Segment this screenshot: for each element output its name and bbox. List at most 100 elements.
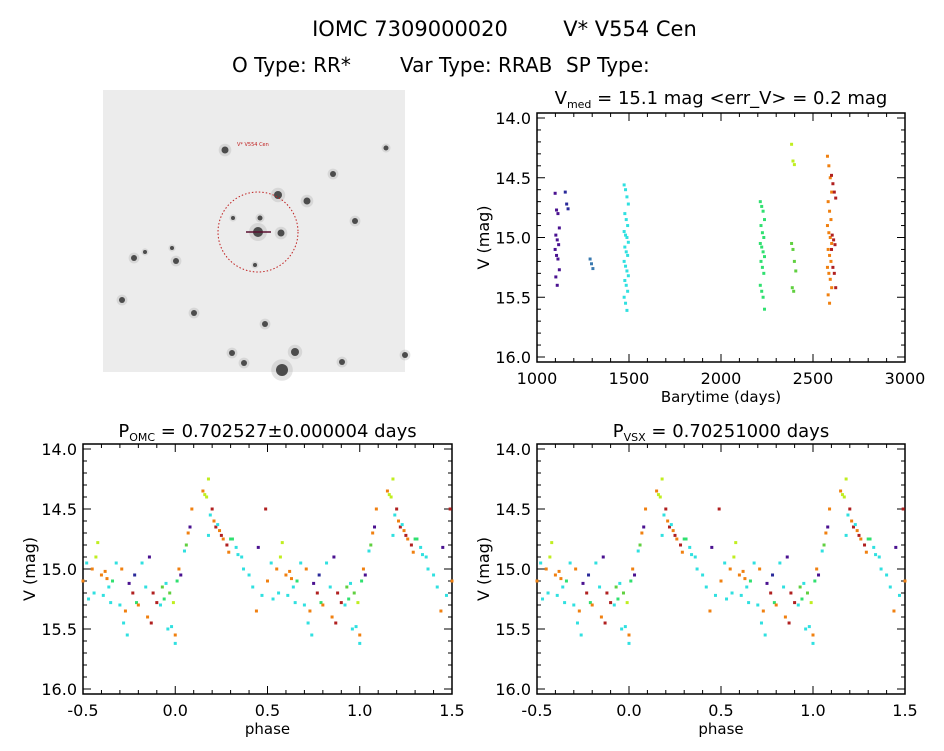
data-point bbox=[400, 523, 404, 527]
data-point bbox=[717, 507, 721, 511]
data-point bbox=[673, 533, 677, 537]
data-point bbox=[747, 601, 751, 605]
data-point bbox=[184, 543, 188, 547]
plot-frame bbox=[536, 112, 906, 363]
data-point bbox=[321, 603, 325, 607]
data-point bbox=[826, 293, 830, 297]
data-point bbox=[81, 579, 85, 583]
data-point bbox=[662, 513, 666, 517]
data-point bbox=[792, 289, 796, 293]
data-point bbox=[761, 209, 765, 213]
data-point bbox=[568, 561, 572, 565]
data-point bbox=[105, 577, 109, 581]
data-point bbox=[624, 250, 628, 254]
star bbox=[257, 215, 263, 221]
y-tick-label: 15.0 bbox=[41, 560, 77, 579]
data-point bbox=[794, 269, 798, 273]
data-point bbox=[101, 593, 105, 597]
data-point bbox=[660, 533, 664, 537]
star bbox=[131, 255, 137, 261]
data-point bbox=[563, 601, 567, 605]
data-point bbox=[269, 561, 273, 565]
data-point bbox=[644, 507, 648, 511]
data-point bbox=[450, 579, 454, 583]
data-point bbox=[173, 633, 177, 637]
x-tick-label: 1.5 bbox=[439, 701, 464, 720]
y-axis-label: V (mag) bbox=[474, 205, 493, 269]
data-point bbox=[591, 267, 595, 271]
data-point bbox=[759, 224, 763, 228]
data-point bbox=[166, 627, 170, 631]
data-point bbox=[389, 495, 393, 499]
plot-title: POMC = 0.702527±0.000004 days bbox=[118, 421, 416, 444]
star-halo bbox=[255, 213, 265, 223]
data-point bbox=[286, 593, 290, 597]
data-point bbox=[830, 233, 834, 237]
data-point bbox=[811, 641, 815, 645]
data-point bbox=[627, 641, 631, 645]
data-point bbox=[760, 204, 764, 208]
star bbox=[383, 145, 389, 151]
star-halo bbox=[274, 226, 288, 240]
star bbox=[143, 250, 147, 254]
data-point bbox=[168, 591, 172, 595]
data-point bbox=[760, 245, 764, 249]
title-main: V bbox=[555, 88, 568, 109]
star bbox=[291, 348, 299, 356]
data-point bbox=[210, 507, 214, 511]
star bbox=[262, 321, 268, 327]
data-point bbox=[118, 603, 122, 607]
data-point bbox=[660, 477, 664, 481]
star bbox=[339, 359, 345, 365]
data-point bbox=[790, 286, 794, 290]
data-point bbox=[575, 621, 579, 625]
data-point bbox=[828, 253, 832, 257]
y-tick-label: 15.5 bbox=[495, 620, 531, 639]
data-point bbox=[708, 609, 712, 613]
data-point bbox=[629, 579, 633, 583]
data-point bbox=[260, 593, 264, 597]
data-point bbox=[830, 286, 834, 290]
phase-plot-omc: POMC = 0.702527±0.000004 days -0.5 0.0 0.5 1… bbox=[20, 421, 465, 738]
data-point bbox=[288, 569, 292, 573]
data-point bbox=[855, 529, 859, 533]
data-point bbox=[695, 567, 699, 571]
data-point bbox=[765, 581, 769, 585]
data-point bbox=[710, 545, 714, 549]
data-point bbox=[874, 553, 878, 557]
plot-frame bbox=[536, 443, 906, 695]
title-rest: = 15.1 mag <err_V> = 0.2 mag bbox=[591, 88, 887, 109]
data-point bbox=[125, 633, 129, 637]
star bbox=[119, 297, 125, 303]
data-point bbox=[371, 531, 375, 535]
data-point bbox=[805, 591, 809, 595]
data-point bbox=[319, 601, 323, 605]
data-point bbox=[603, 621, 607, 625]
data-point bbox=[554, 275, 558, 279]
data-point bbox=[763, 218, 766, 222]
data-point bbox=[756, 603, 760, 607]
data-point bbox=[828, 209, 832, 213]
data-point bbox=[406, 537, 410, 541]
data-point bbox=[831, 182, 835, 186]
data-point bbox=[868, 537, 872, 541]
data-point bbox=[332, 555, 336, 559]
data-point bbox=[556, 212, 560, 216]
data-point bbox=[293, 601, 297, 605]
data-point bbox=[667, 525, 671, 529]
data-point bbox=[439, 609, 443, 613]
data-point bbox=[354, 625, 358, 629]
data-point bbox=[682, 537, 686, 541]
star bbox=[402, 352, 408, 358]
data-point bbox=[625, 236, 629, 239]
data-point bbox=[306, 621, 310, 625]
data-point bbox=[879, 567, 883, 571]
data-point bbox=[590, 603, 594, 607]
data-point bbox=[448, 507, 452, 511]
star bbox=[221, 146, 229, 154]
data-point bbox=[626, 289, 630, 293]
data-point bbox=[247, 573, 251, 577]
data-point bbox=[680, 550, 684, 554]
data-point bbox=[737, 573, 741, 577]
data-point bbox=[623, 625, 627, 629]
